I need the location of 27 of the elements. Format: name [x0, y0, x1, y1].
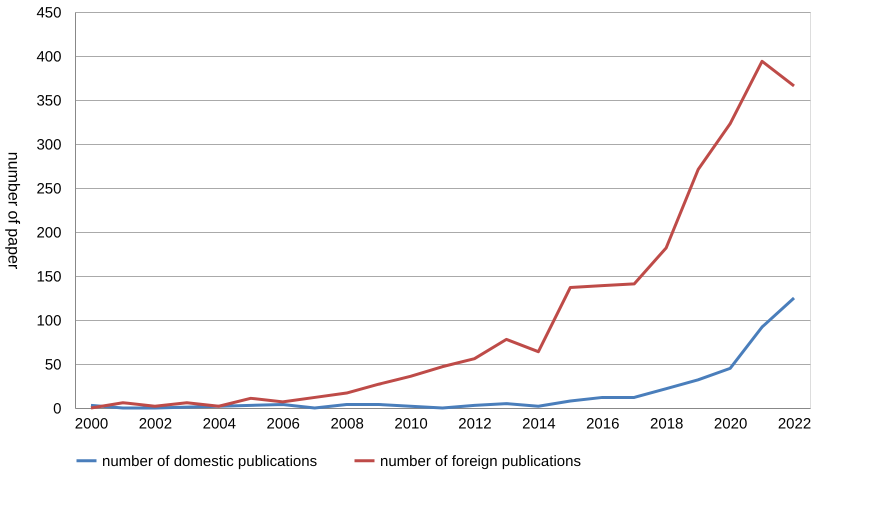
x-tick-label: 2006 [266, 416, 300, 432]
legend-label: number of domestic publications [102, 452, 318, 470]
y-tick-label: 250 [36, 180, 62, 198]
y-tick-label: 100 [36, 312, 62, 330]
x-tick-label: 2010 [394, 416, 428, 432]
x-tick-label: 2020 [714, 416, 748, 432]
x-tick-label: 2008 [330, 416, 364, 432]
x-tick-label: 2004 [202, 416, 236, 432]
line-series [89, 296, 796, 410]
x-tick-label: 2014 [522, 416, 556, 432]
x-tick-label: 2002 [138, 416, 172, 432]
y-tick-label: 150 [36, 268, 62, 286]
y-tick-label: 400 [36, 48, 62, 66]
x-tick-label: 2018 [650, 416, 684, 432]
y-tick-label: 0 [53, 400, 62, 418]
x-tick-label: 2016 [586, 416, 620, 432]
legend-label: number of foreign publications [380, 452, 581, 470]
line-series [89, 60, 796, 410]
x-tick-label: 2022 [778, 416, 812, 432]
y-axis-title: number of paper [4, 152, 22, 270]
y-tick-label: 350 [36, 92, 62, 110]
x-tick-label: 2000 [74, 416, 108, 432]
y-tick-label: 300 [36, 136, 62, 154]
x-tick-label: 2012 [458, 416, 492, 432]
y-tick-label: 200 [36, 224, 62, 242]
y-tick-label: 50 [44, 356, 62, 374]
y-tick-label: 450 [36, 4, 62, 22]
